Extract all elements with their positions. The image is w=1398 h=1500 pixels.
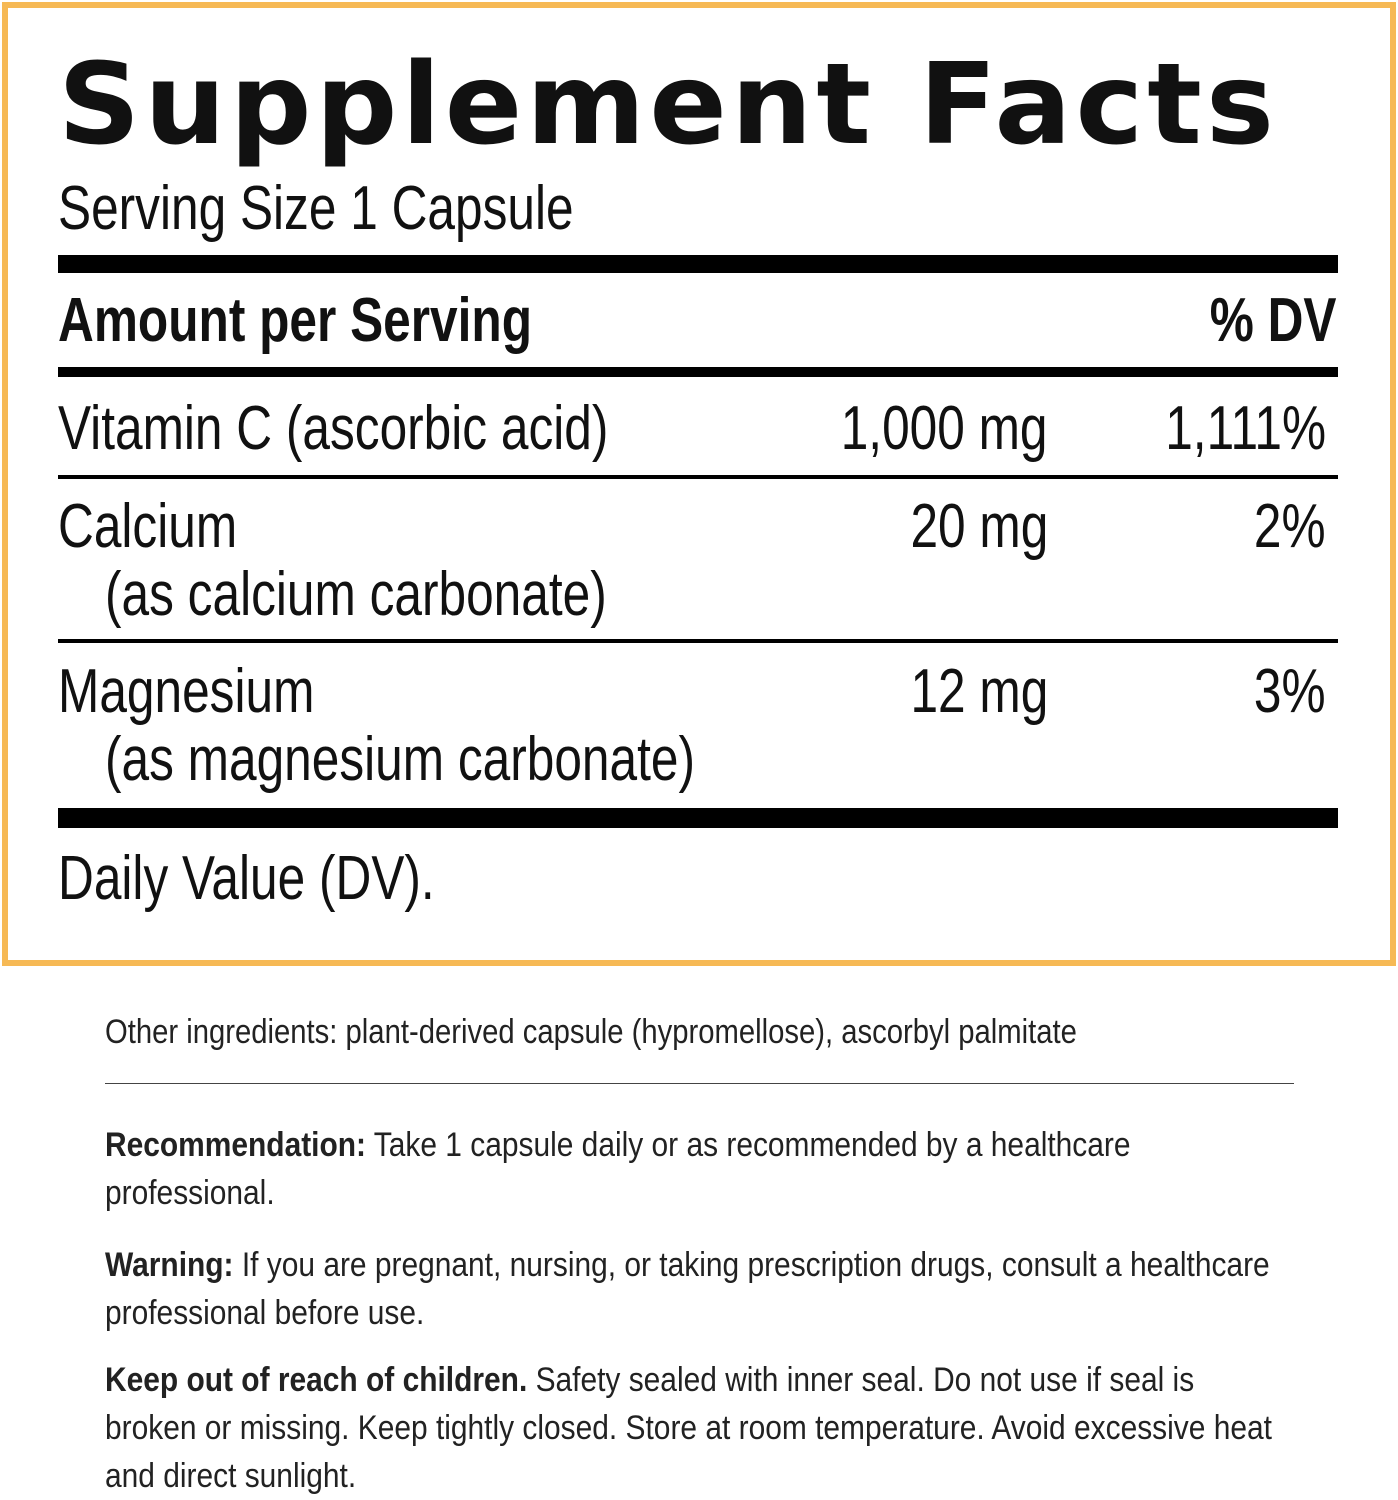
nutrient-name: Calcium: [58, 492, 238, 561]
serving-size: Serving Size 1 Capsule: [58, 174, 574, 243]
warning-label: Warning:: [105, 1246, 234, 1284]
nutrient-amount: 1,000 mg: [841, 394, 1048, 463]
thick-divider: [58, 255, 1338, 273]
medium-divider: [58, 367, 1338, 377]
keep-out-label: Keep out of reach of children.: [105, 1361, 528, 1399]
daily-value-footnote: Daily Value (DV).: [58, 844, 435, 913]
nutrient-source: (as calcium carbonate): [105, 560, 607, 629]
warning: Warning: If you are pregnant, nursing, o…: [105, 1241, 1275, 1337]
keep-out-notice: Keep out of reach of children. Safety se…: [105, 1356, 1275, 1500]
section-divider: [105, 1083, 1294, 1084]
recommendation: Recommendation: Take 1 capsule daily or …: [105, 1121, 1275, 1217]
nutrient-name: Magnesium: [58, 657, 315, 726]
nutrient-amount: 20 mg: [910, 492, 1048, 561]
panel-title: Supplement Facts: [58, 40, 1279, 170]
other-ingredients: Other ingredients: plant-derived capsule…: [105, 1013, 1077, 1051]
nutrient-amount: 12 mg: [910, 657, 1048, 726]
nutrient-dv: 3%: [1254, 657, 1326, 726]
warning-text: If you are pregnant, nursing, or taking …: [105, 1246, 1270, 1332]
recommendation-label: Recommendation:: [105, 1126, 367, 1164]
nutrient-source: (as magnesium carbonate): [105, 725, 695, 794]
row-divider: [58, 639, 1338, 643]
nutrient-dv: 1,111%: [1165, 394, 1326, 463]
row-divider: [58, 475, 1338, 479]
amount-per-serving-header: Amount per Serving: [58, 286, 533, 355]
thick-divider: [58, 808, 1338, 828]
nutrient-dv: 2%: [1254, 492, 1326, 561]
nutrient-name: Vitamin C (ascorbic acid): [58, 394, 609, 463]
recommendation-text: Take 1 capsule daily or as recommended b…: [105, 1126, 1131, 1212]
keep-out-text: Safety sealed with inner seal. Do not us…: [105, 1361, 1272, 1495]
dv-header: % DV: [1209, 286, 1336, 355]
facts-panel-border: [2, 2, 1396, 966]
